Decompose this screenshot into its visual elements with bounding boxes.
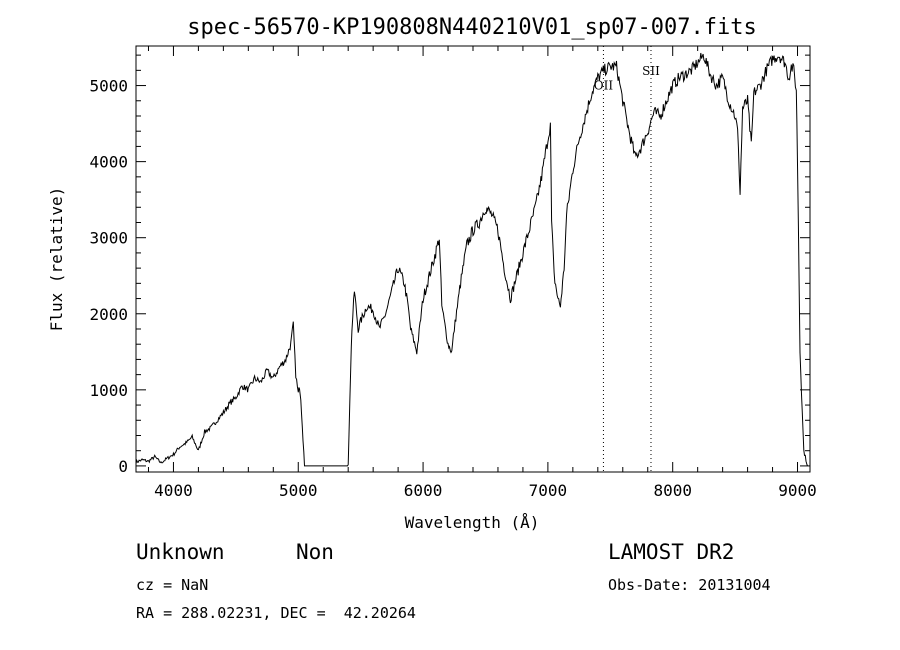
- x-tick-label: 9000: [778, 481, 817, 500]
- redshift-cz: cz = NaN: [136, 576, 209, 594]
- y-tick-label: 5000: [89, 77, 128, 96]
- plot-frame: [135, 45, 811, 473]
- line-annotation-label: SII: [642, 64, 660, 78]
- x-axis-label: Wavelength (Å): [405, 513, 540, 532]
- survey-name: LAMOST DR2: [608, 540, 735, 564]
- x-tick-label: 7000: [529, 481, 568, 500]
- spectrum-line: [135, 52, 808, 467]
- y-tick-label: 4000: [89, 153, 128, 172]
- spectral-class: Unknown: [136, 540, 225, 564]
- y-axis: 0 1000 2000 3000 4000 5000: [89, 54, 810, 476]
- obs-date: Obs-Date: 20131004: [608, 576, 771, 594]
- y-tick-label: 2000: [89, 305, 128, 324]
- x-axis: 4000 5000 6000 7000 8000 9000: [147, 46, 817, 500]
- line-annotations: OII SII: [594, 64, 660, 92]
- y-tick-label: 0: [118, 457, 128, 476]
- spectral-subclass: Non: [296, 540, 334, 564]
- x-tick-label: 5000: [279, 481, 318, 500]
- ra-dec-coordinates: RA = 288.02231, DEC = 42.20264: [136, 604, 416, 622]
- y-axis-label: Flux (relative): [47, 187, 66, 332]
- y-tick-label: 1000: [89, 381, 128, 400]
- chart-title: spec-56570-KP190808N440210V01_sp07-007.f…: [187, 15, 757, 40]
- y-tick-label: 3000: [89, 229, 128, 248]
- line-annotation-label: OII: [594, 78, 614, 92]
- x-tick-label: 6000: [404, 481, 443, 500]
- x-tick-label: 4000: [154, 481, 193, 500]
- x-tick-label: 8000: [653, 481, 692, 500]
- reference-lines: [602, 46, 652, 472]
